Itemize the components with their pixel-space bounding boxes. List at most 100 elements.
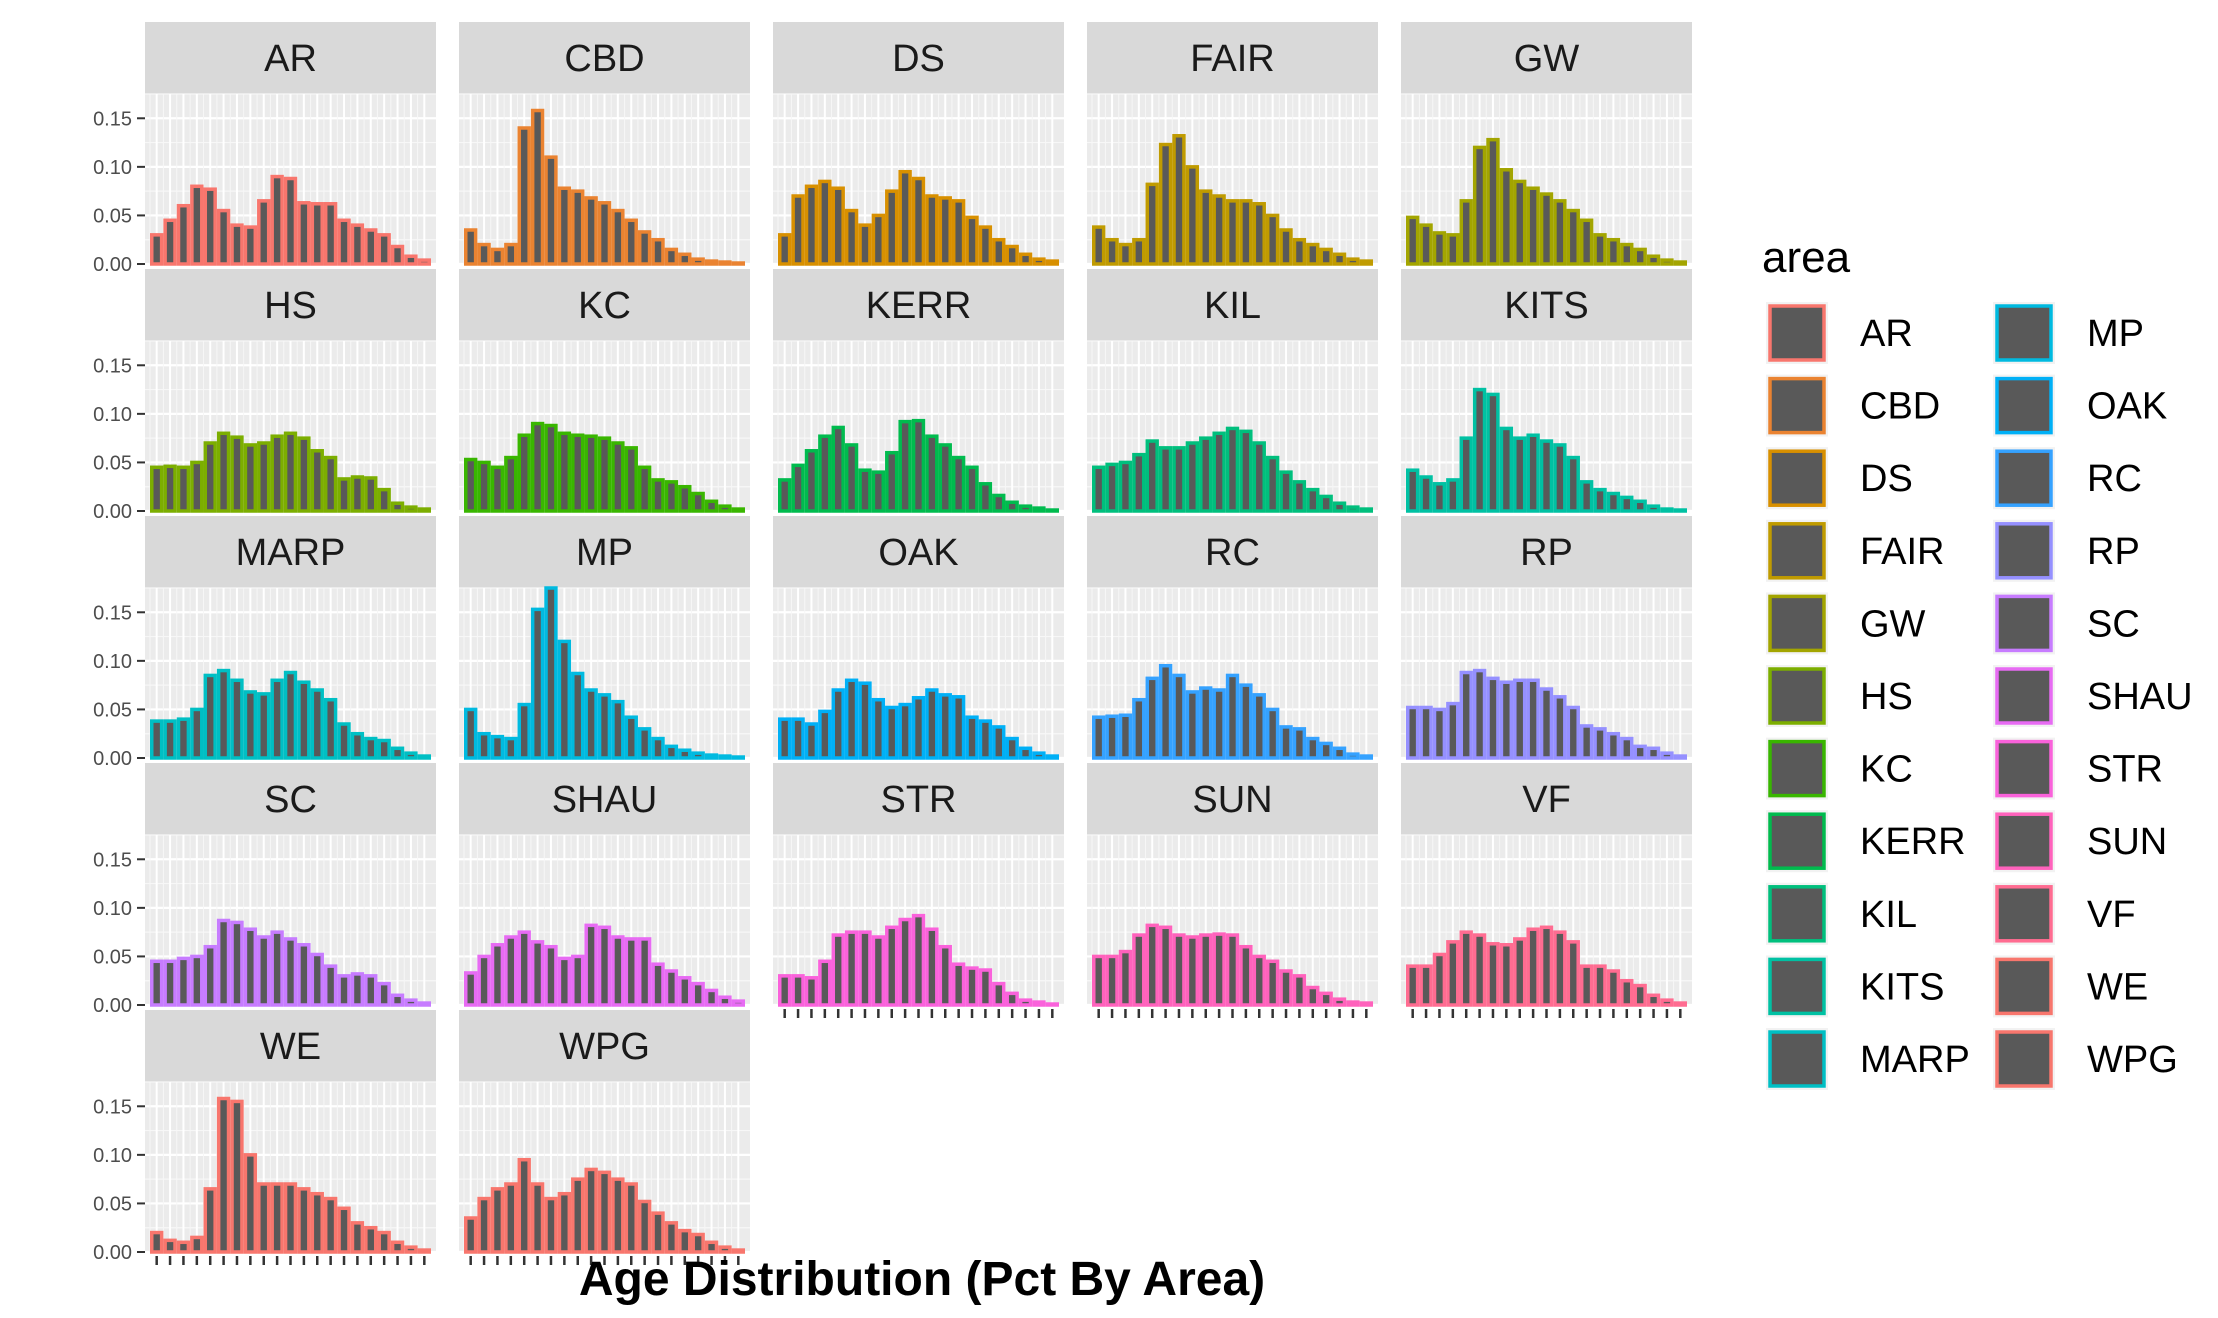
- bar: [230, 920, 244, 1007]
- bar: [718, 1245, 732, 1254]
- facet-panel-gw: GW: [1401, 22, 1692, 266]
- bar: [678, 976, 692, 1007]
- bar: [310, 202, 324, 266]
- bar: [404, 254, 418, 266]
- bar: [477, 242, 491, 266]
- bars-str: [778, 913, 1059, 1007]
- bar: [190, 954, 204, 1007]
- bars-sc: [150, 918, 432, 1007]
- bar: [1092, 715, 1106, 760]
- bars-marp: [150, 668, 432, 760]
- bar: [1472, 145, 1487, 266]
- bar: [270, 930, 284, 1007]
- legend-key: [1768, 1030, 1826, 1088]
- legend-item-kerr: KERR: [1766, 810, 1966, 873]
- bar: [651, 736, 665, 760]
- facet-strip-label: VF: [1522, 779, 1571, 821]
- bar: [1459, 670, 1473, 760]
- bar: [490, 943, 505, 1007]
- bar: [938, 693, 952, 760]
- bar: [1225, 933, 1240, 1007]
- bar: [1660, 998, 1674, 1007]
- bar: [1432, 952, 1447, 1007]
- bar: [1513, 179, 1527, 266]
- bar: [517, 126, 531, 266]
- bar: [571, 954, 585, 1007]
- facet-strip-label: KERR: [866, 285, 972, 327]
- x-axis-ticks: [1411, 1009, 1682, 1018]
- bar: [517, 930, 531, 1007]
- bar: [270, 678, 284, 760]
- bar: [1673, 508, 1687, 513]
- legend-item-ds: DS: [1766, 447, 1913, 510]
- facet-strip: [145, 269, 436, 341]
- bar: [216, 431, 231, 513]
- bar: [992, 237, 1006, 266]
- bar: [624, 446, 638, 513]
- bar: [871, 470, 886, 513]
- bar: [150, 233, 164, 266]
- bar: [778, 478, 792, 513]
- facet-strip-label: GW: [1514, 38, 1580, 80]
- legend-item-str: STR: [1993, 737, 2163, 800]
- facet-strip-label: OAK: [878, 532, 958, 574]
- bar: [1279, 228, 1293, 266]
- bar: [678, 748, 692, 760]
- facet-panel-cbd: CBD: [459, 22, 750, 266]
- bar: [1158, 142, 1173, 266]
- bar: [404, 505, 418, 513]
- bar: [1646, 504, 1661, 513]
- bar: [1032, 1000, 1046, 1007]
- bar: [310, 1191, 324, 1254]
- bar: [885, 925, 899, 1007]
- bar: [1660, 507, 1674, 513]
- facet-strip: [773, 22, 1064, 94]
- bar: [1646, 746, 1661, 760]
- legend-item-hs: HS: [1766, 665, 1913, 727]
- bar: [190, 1235, 204, 1254]
- bar: [1032, 257, 1046, 266]
- bar: [1199, 686, 1213, 760]
- bar: [718, 754, 732, 760]
- bar: [350, 223, 365, 266]
- bar: [938, 196, 952, 266]
- bar: [1118, 713, 1133, 760]
- bar: [1359, 1001, 1373, 1007]
- bar: [637, 727, 652, 760]
- bar: [1472, 668, 1487, 760]
- bar: [1633, 983, 1647, 1007]
- bar: [350, 972, 365, 1007]
- facet-strip: [459, 1010, 750, 1082]
- bar: [163, 1238, 177, 1254]
- bar: [1346, 1000, 1360, 1007]
- bar: [718, 504, 732, 513]
- bar: [1292, 480, 1307, 513]
- bar: [858, 930, 872, 1007]
- bar: [584, 688, 598, 760]
- bar: [337, 722, 351, 760]
- bar: [1446, 233, 1460, 266]
- bar: [871, 213, 886, 266]
- bar: [216, 918, 231, 1007]
- bar: [731, 261, 745, 266]
- bar: [404, 751, 418, 760]
- bar: [1045, 259, 1059, 266]
- bar: [571, 1177, 585, 1254]
- legend-label: SHAU: [2087, 676, 2193, 718]
- facet-strip-label: RP: [1520, 532, 1573, 574]
- bar: [1172, 933, 1186, 1007]
- bar: [270, 434, 284, 513]
- bar: [1539, 687, 1554, 760]
- y-tick-label: 0.00: [93, 995, 132, 1017]
- bar: [1553, 199, 1567, 266]
- bar: [791, 463, 805, 513]
- bar: [1145, 923, 1159, 1007]
- bar: [637, 230, 652, 266]
- bar: [1526, 186, 1540, 266]
- facet-strip: [459, 516, 750, 588]
- bar: [1606, 491, 1621, 513]
- bar: [1145, 439, 1159, 513]
- bar: [1446, 940, 1460, 1007]
- facet-strip-label: RC: [1205, 532, 1260, 574]
